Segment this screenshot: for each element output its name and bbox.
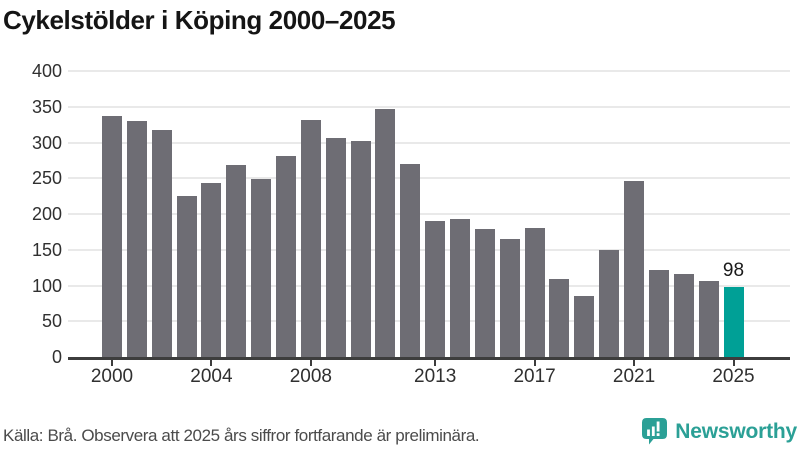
bar-2022 <box>648 269 669 360</box>
gridline-250 <box>68 177 790 180</box>
x-axis-tick-label: 2017 <box>513 366 556 387</box>
bar-2018 <box>549 279 570 360</box>
gridline-200 <box>68 213 790 216</box>
bar-2014 <box>450 219 471 360</box>
bar-2013 <box>425 220 446 360</box>
bar-2005 <box>226 164 247 360</box>
x-axis-tick <box>111 359 113 366</box>
x-axis-tick <box>633 359 636 366</box>
bar-2007 <box>276 155 297 360</box>
x-axis-tick <box>309 359 312 366</box>
y-axis-tick-label: 100 <box>31 275 62 296</box>
y-axis-tick-label: 0 <box>51 347 62 368</box>
bar-2021 <box>624 180 645 360</box>
bar-2023 <box>673 273 694 360</box>
bar-2025-highlight <box>723 287 744 360</box>
newsworthy-logo-icon <box>642 418 668 445</box>
bar-2004 <box>201 183 222 360</box>
bar-2011 <box>375 109 396 360</box>
x-axis-line <box>68 357 790 360</box>
y-axis-tick-label: 50 <box>41 311 62 332</box>
bar-2006 <box>251 179 272 360</box>
x-axis-tick-label: 2008 <box>289 366 333 387</box>
bar-2017 <box>524 227 545 360</box>
bar-2019 <box>574 295 595 360</box>
x-axis-tick-label: 2025 <box>712 366 755 387</box>
bar-2002 <box>151 129 172 360</box>
y-axis-tick-label: 150 <box>31 239 62 260</box>
y-axis-tick-label: 200 <box>31 204 62 225</box>
y-axis-tick-label: 300 <box>31 132 62 153</box>
x-axis-tick-label: 2000 <box>90 366 134 387</box>
x-axis-tick <box>210 359 213 366</box>
x-axis-tick <box>732 359 735 366</box>
newsworthy-logo: Newsworthy <box>641 417 797 447</box>
gridline-400 <box>68 70 790 73</box>
bar-2010 <box>350 141 371 360</box>
bar-2001 <box>126 121 147 360</box>
bar-2009 <box>325 137 346 360</box>
x-axis-tick-label: 2004 <box>190 366 233 387</box>
y-axis-tick-label: 400 <box>31 61 62 82</box>
gridline-350 <box>68 105 790 108</box>
y-axis-tick-label: 350 <box>31 96 62 117</box>
gridline-300 <box>68 141 790 144</box>
x-axis-tick <box>434 359 437 366</box>
bar-2024 <box>698 281 719 360</box>
source-note: Källa: Brå. Observera att 2025 års siffr… <box>3 426 480 445</box>
value-label-2025: 98 <box>722 260 745 282</box>
x-axis-tick <box>533 359 536 366</box>
bar-2015 <box>474 229 495 360</box>
bar-2008 <box>300 119 321 360</box>
bar-2003 <box>176 195 197 360</box>
bar-2020 <box>599 249 620 360</box>
bar-2000 <box>102 116 122 360</box>
x-axis-tick-label: 2013 <box>414 366 457 387</box>
chart-title: Cykelstölder i Köping 2000–2025 <box>3 5 396 35</box>
newsworthy-logo-text: Newsworthy <box>675 420 797 443</box>
y-axis-tick-label: 250 <box>31 168 62 189</box>
x-axis-tick-label: 2021 <box>612 366 656 387</box>
bar-2012 <box>400 164 421 360</box>
bar-2016 <box>499 238 520 360</box>
